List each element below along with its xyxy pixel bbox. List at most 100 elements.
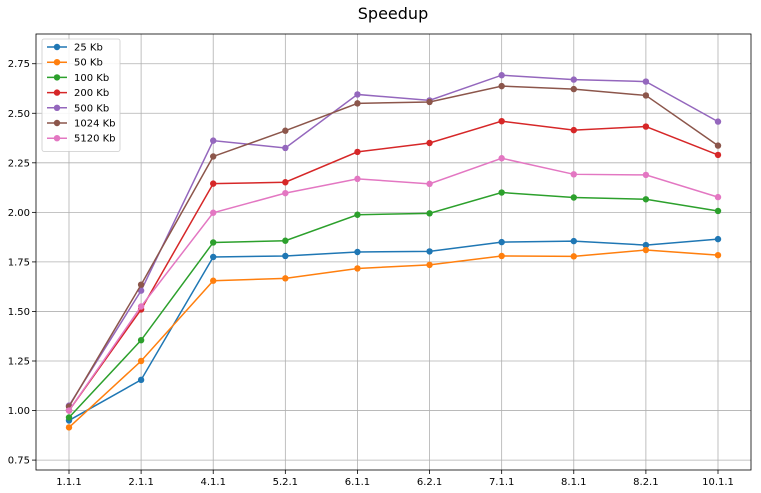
data-point (498, 238, 505, 246)
data-point (570, 171, 577, 178)
data-point (65, 414, 73, 421)
legend-label: 100 Kb (74, 73, 109, 84)
data-point (354, 148, 361, 156)
y-tick-label: 1.75 (8, 257, 30, 268)
data-point (642, 78, 650, 85)
y-tick-label: 2.75 (8, 59, 30, 70)
data-point (354, 265, 361, 272)
series-1024-kb (65, 82, 722, 410)
legend-marker (53, 135, 61, 142)
legend-label: 500 Kb (74, 103, 109, 114)
data-point (426, 248, 433, 255)
y-tick-label: 2.00 (8, 208, 30, 219)
data-point (354, 248, 361, 256)
data-point (210, 239, 217, 246)
data-point (570, 126, 577, 134)
legend-marker (53, 74, 61, 81)
y-tick-label: 2.25 (8, 158, 30, 169)
data-point (426, 210, 433, 217)
data-point (714, 151, 722, 159)
data-point (210, 253, 217, 261)
legend: 25 Kb 50 Kb 100 Kb 200 Kb 500 Kb 1024 Kb 5120 … (41, 38, 121, 152)
legend-label: 200 Kb (74, 88, 109, 99)
x-tick-label: 8.2.1 (633, 477, 658, 488)
data-point (282, 179, 289, 186)
data-point (714, 251, 722, 259)
data-point (498, 72, 505, 79)
data-point (642, 241, 650, 249)
y-tick-label: 1.00 (8, 406, 30, 417)
data-point (642, 246, 650, 254)
data-point (642, 196, 650, 203)
legend-marker (53, 43, 61, 51)
legend-label: 25 Kb (74, 43, 103, 54)
legend-item: 500 Kb (47, 103, 109, 114)
x-tick-label: 8.1.1 (561, 477, 586, 488)
x-tick-label: 1.1.1 (56, 477, 81, 488)
y-tick-label: 0.75 (8, 456, 30, 467)
data-point (714, 235, 722, 243)
data-point (714, 118, 722, 125)
data-point (570, 237, 577, 245)
data-point (65, 424, 73, 431)
data-point (642, 123, 650, 130)
series-line (68, 238, 719, 422)
x-tick-label: 6.1.1 (345, 477, 370, 488)
legend-item: 100 Kb (47, 73, 109, 84)
x-tick-label: 2.1.1 (128, 477, 153, 488)
data-point (426, 139, 433, 147)
data-point (282, 189, 289, 197)
data-point (498, 155, 505, 162)
x-tick-label: 5.2.1 (273, 477, 298, 488)
series-line (68, 249, 719, 428)
data-point (137, 376, 145, 384)
series-25-kb (65, 235, 722, 424)
data-point (354, 91, 361, 98)
data-point (714, 207, 722, 215)
data-point (714, 193, 722, 201)
data-point (642, 92, 650, 99)
data-point (282, 144, 289, 152)
data-point (498, 189, 505, 196)
data-point (354, 211, 361, 218)
data-point (282, 237, 289, 244)
data-point (426, 261, 433, 269)
data-point (282, 275, 289, 282)
chart-title: Speedup (358, 4, 428, 23)
y-tick-label: 1.50 (8, 307, 30, 318)
data-point (426, 180, 433, 188)
data-point (570, 76, 577, 83)
x-tick-label: 7.1.1 (489, 477, 514, 488)
series-line (68, 74, 719, 406)
series-100-kb (65, 189, 722, 421)
series-group (65, 72, 722, 431)
data-point (210, 209, 217, 216)
series-5120-kb (65, 155, 722, 414)
data-point (210, 180, 217, 187)
series-50-kb (65, 246, 722, 431)
data-point (210, 277, 217, 284)
y-tick-label: 2.50 (8, 109, 30, 120)
data-point (137, 287, 145, 294)
legend-label: 1024 Kb (74, 119, 116, 130)
x-tick-label: 10.1.1 (702, 477, 734, 488)
legend-item: 5120 Kb (47, 134, 116, 145)
plot-frame (35, 33, 752, 471)
y-tick-label: 1.25 (8, 357, 30, 368)
data-point (570, 194, 577, 201)
legend-item: 50 Kb (47, 58, 103, 69)
legend-label: 5120 Kb (74, 134, 116, 145)
legend-marker (53, 59, 61, 66)
series-500-kb (65, 72, 722, 409)
data-point (354, 100, 361, 107)
legend-marker (53, 104, 61, 112)
data-point (282, 252, 289, 260)
legend-label: 50 Kb (74, 58, 103, 69)
legend-item: 25 Kb (47, 43, 103, 54)
data-point (137, 281, 145, 288)
series-200-kb (65, 118, 722, 414)
x-tick-label: 4.1.1 (200, 477, 225, 488)
data-point (570, 85, 577, 93)
data-point (354, 175, 361, 183)
